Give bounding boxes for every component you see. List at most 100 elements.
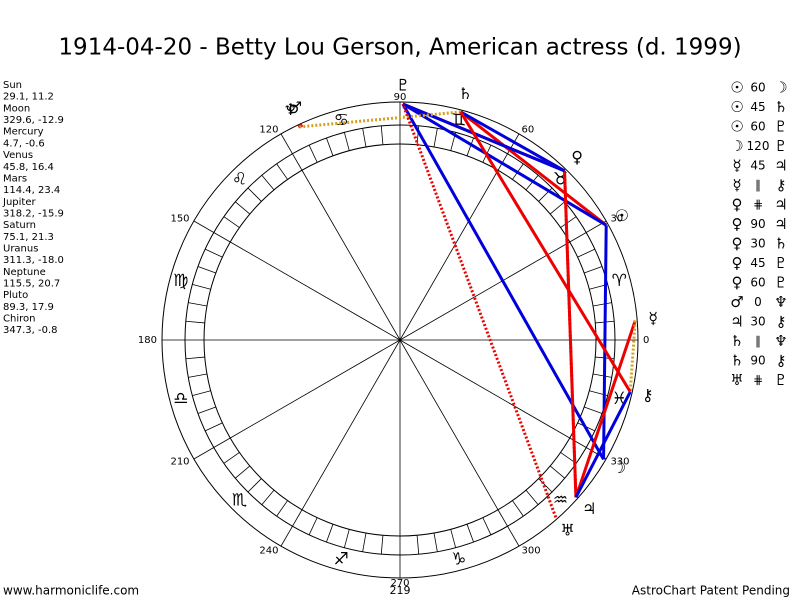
planet-glyph: ♃ bbox=[582, 499, 596, 518]
band-tick bbox=[213, 437, 231, 448]
sign-divider bbox=[280, 133, 293, 155]
aspect-from: ♄ bbox=[730, 332, 743, 350]
zodiac-sign: ♐ bbox=[334, 549, 349, 569]
band-tick bbox=[584, 266, 603, 274]
planet-name: Sun bbox=[3, 80, 22, 91]
aspect-to: ♄ bbox=[774, 98, 787, 116]
aspect-from: ♀ bbox=[732, 254, 743, 272]
band-tick bbox=[466, 524, 474, 543]
aspect-line bbox=[459, 110, 608, 227]
aspect-type: 45 bbox=[750, 159, 765, 173]
aspect-to: ♇ bbox=[774, 254, 787, 272]
aspect-to: ⚷ bbox=[776, 313, 787, 331]
band-tick bbox=[482, 517, 492, 536]
chart-title: 1914-04-20 - Betty Lou Gerson, American … bbox=[58, 35, 741, 61]
spoke bbox=[301, 170, 401, 341]
band-tick bbox=[466, 137, 474, 156]
spoke bbox=[399, 339, 570, 439]
aspect-to: ♇ bbox=[774, 118, 787, 136]
spoke bbox=[399, 170, 499, 341]
aspect-type: 0 bbox=[754, 295, 762, 309]
planet-coords: 114.4, 23.4 bbox=[3, 185, 60, 196]
band-tick bbox=[577, 248, 596, 258]
degree-label: 30 bbox=[610, 214, 623, 225]
zodiac-sign: ♈ bbox=[612, 271, 627, 291]
band-tick bbox=[261, 175, 275, 191]
band-tick bbox=[326, 524, 334, 543]
aspect-from: ♄ bbox=[730, 352, 743, 370]
band-tick bbox=[213, 232, 231, 243]
band-tick bbox=[292, 509, 303, 527]
aspect-line bbox=[459, 110, 566, 173]
degree-label: 270 bbox=[390, 578, 409, 589]
planet-glyph: ♂ bbox=[288, 98, 302, 117]
planet-coords: 311.3, -18.0 bbox=[3, 255, 64, 266]
degree-label: 240 bbox=[259, 545, 278, 556]
aspect-from: ♀ bbox=[732, 196, 743, 214]
band-tick bbox=[188, 302, 208, 307]
spoke bbox=[399, 241, 570, 341]
aspect-line bbox=[459, 111, 632, 393]
aspect-to: ♇ bbox=[774, 371, 787, 389]
aspect-line bbox=[401, 103, 605, 461]
aspect-type: 30 bbox=[750, 315, 765, 329]
planet-glyph: ♆ bbox=[283, 100, 297, 119]
aspect-line bbox=[574, 391, 632, 498]
sign-divider bbox=[280, 525, 293, 547]
band-tick bbox=[292, 153, 303, 171]
band-tick bbox=[569, 437, 587, 448]
zodiac-sign: ♋ bbox=[334, 111, 349, 131]
band-tick bbox=[512, 500, 524, 517]
bottom-number: 219 bbox=[390, 584, 411, 597]
zodiac-sign: ♏ bbox=[232, 491, 247, 511]
band-tick bbox=[223, 452, 240, 464]
planet-glyph: ♅ bbox=[560, 520, 574, 539]
sign-divider bbox=[193, 220, 215, 233]
aspect-to: ♃ bbox=[774, 196, 787, 214]
degree-label: 60 bbox=[522, 125, 535, 136]
aspect-from: ♀ bbox=[732, 274, 743, 292]
aspect-line bbox=[298, 110, 461, 129]
footer-right: AstroChart Patent Pending bbox=[632, 584, 790, 598]
aspect-type: 120 bbox=[747, 139, 770, 153]
aspect-type: ⋕ bbox=[753, 373, 763, 387]
planet-name: Uranus bbox=[3, 243, 38, 254]
band-tick bbox=[560, 216, 577, 228]
band-tick bbox=[326, 137, 334, 156]
band-tick bbox=[380, 535, 384, 555]
degree-label: 90 bbox=[394, 92, 407, 103]
planet-name: Jupiter bbox=[2, 197, 36, 208]
aspect-from: ☿ bbox=[732, 157, 741, 175]
zodiac-sign: ♒ bbox=[553, 491, 568, 511]
band-tick bbox=[204, 422, 223, 432]
aspect-type: ⋕ bbox=[753, 198, 763, 212]
band-tick bbox=[247, 187, 262, 202]
planet-coords: 318.2, -15.9 bbox=[3, 208, 64, 219]
zodiac-sign: ♎ bbox=[173, 389, 188, 409]
planet-glyph: ♀ bbox=[571, 147, 583, 166]
planet-coords: 29.1, 11.2 bbox=[3, 92, 54, 103]
band-tick bbox=[192, 283, 211, 290]
band-tick bbox=[192, 390, 211, 397]
planet-glyph: ♇ bbox=[396, 76, 410, 95]
planet-glyph: ♄ bbox=[458, 84, 472, 103]
zodiac-sign: ♍ bbox=[173, 271, 188, 291]
planet-glyph: ☽ bbox=[612, 458, 626, 477]
band-tick bbox=[308, 517, 318, 536]
aspect-line bbox=[602, 225, 608, 460]
aspect-to: ☽ bbox=[774, 79, 787, 97]
degree-label: 210 bbox=[170, 457, 189, 468]
aspect-line bbox=[401, 103, 558, 518]
band-tick bbox=[433, 532, 438, 552]
aspect-to: ♆ bbox=[774, 293, 787, 311]
aspect-type: 45 bbox=[750, 100, 765, 114]
aspect-to: ⚷ bbox=[776, 352, 787, 370]
band-tick bbox=[308, 144, 318, 163]
planet-coords: 347.3, -0.8 bbox=[3, 325, 58, 336]
zodiac-sign: ♑ bbox=[451, 549, 466, 569]
aspect-line bbox=[563, 170, 578, 498]
aspect-from: ☽ bbox=[730, 137, 743, 155]
planet-coords: 4.7, -0.6 bbox=[3, 138, 45, 149]
aspect-to: ♄ bbox=[774, 235, 787, 253]
